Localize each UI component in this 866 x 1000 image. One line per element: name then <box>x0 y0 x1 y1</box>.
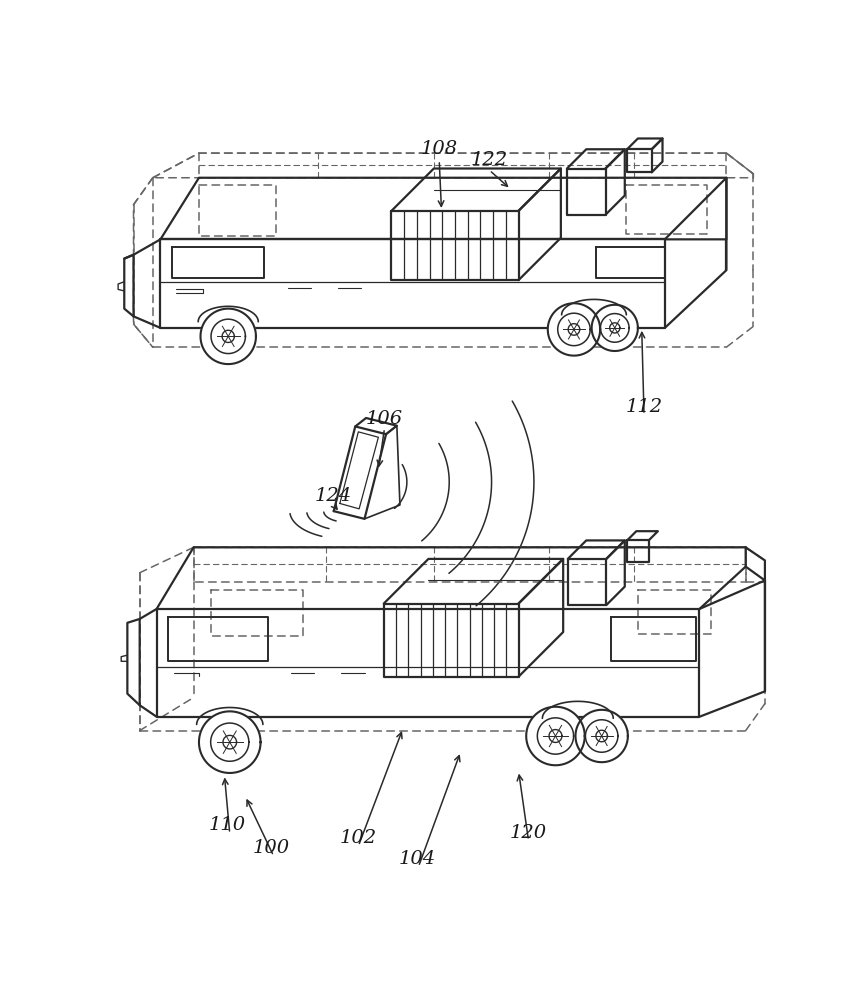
Text: 104: 104 <box>399 850 436 868</box>
Polygon shape <box>596 730 607 742</box>
Text: 112: 112 <box>625 398 662 416</box>
Polygon shape <box>568 324 579 335</box>
Polygon shape <box>576 710 628 762</box>
Text: 106: 106 <box>366 410 403 428</box>
Polygon shape <box>549 730 562 742</box>
Polygon shape <box>548 303 600 356</box>
Polygon shape <box>199 711 261 773</box>
Text: 110: 110 <box>209 816 246 834</box>
Polygon shape <box>222 330 235 342</box>
Polygon shape <box>223 735 236 749</box>
Polygon shape <box>610 323 620 333</box>
Text: 120: 120 <box>510 824 547 842</box>
Polygon shape <box>527 707 585 765</box>
Text: 124: 124 <box>314 487 352 505</box>
Text: 108: 108 <box>421 140 458 158</box>
Polygon shape <box>591 305 638 351</box>
Text: 100: 100 <box>253 839 290 857</box>
Text: 102: 102 <box>339 829 377 847</box>
Text: 122: 122 <box>471 151 507 169</box>
Polygon shape <box>201 309 256 364</box>
